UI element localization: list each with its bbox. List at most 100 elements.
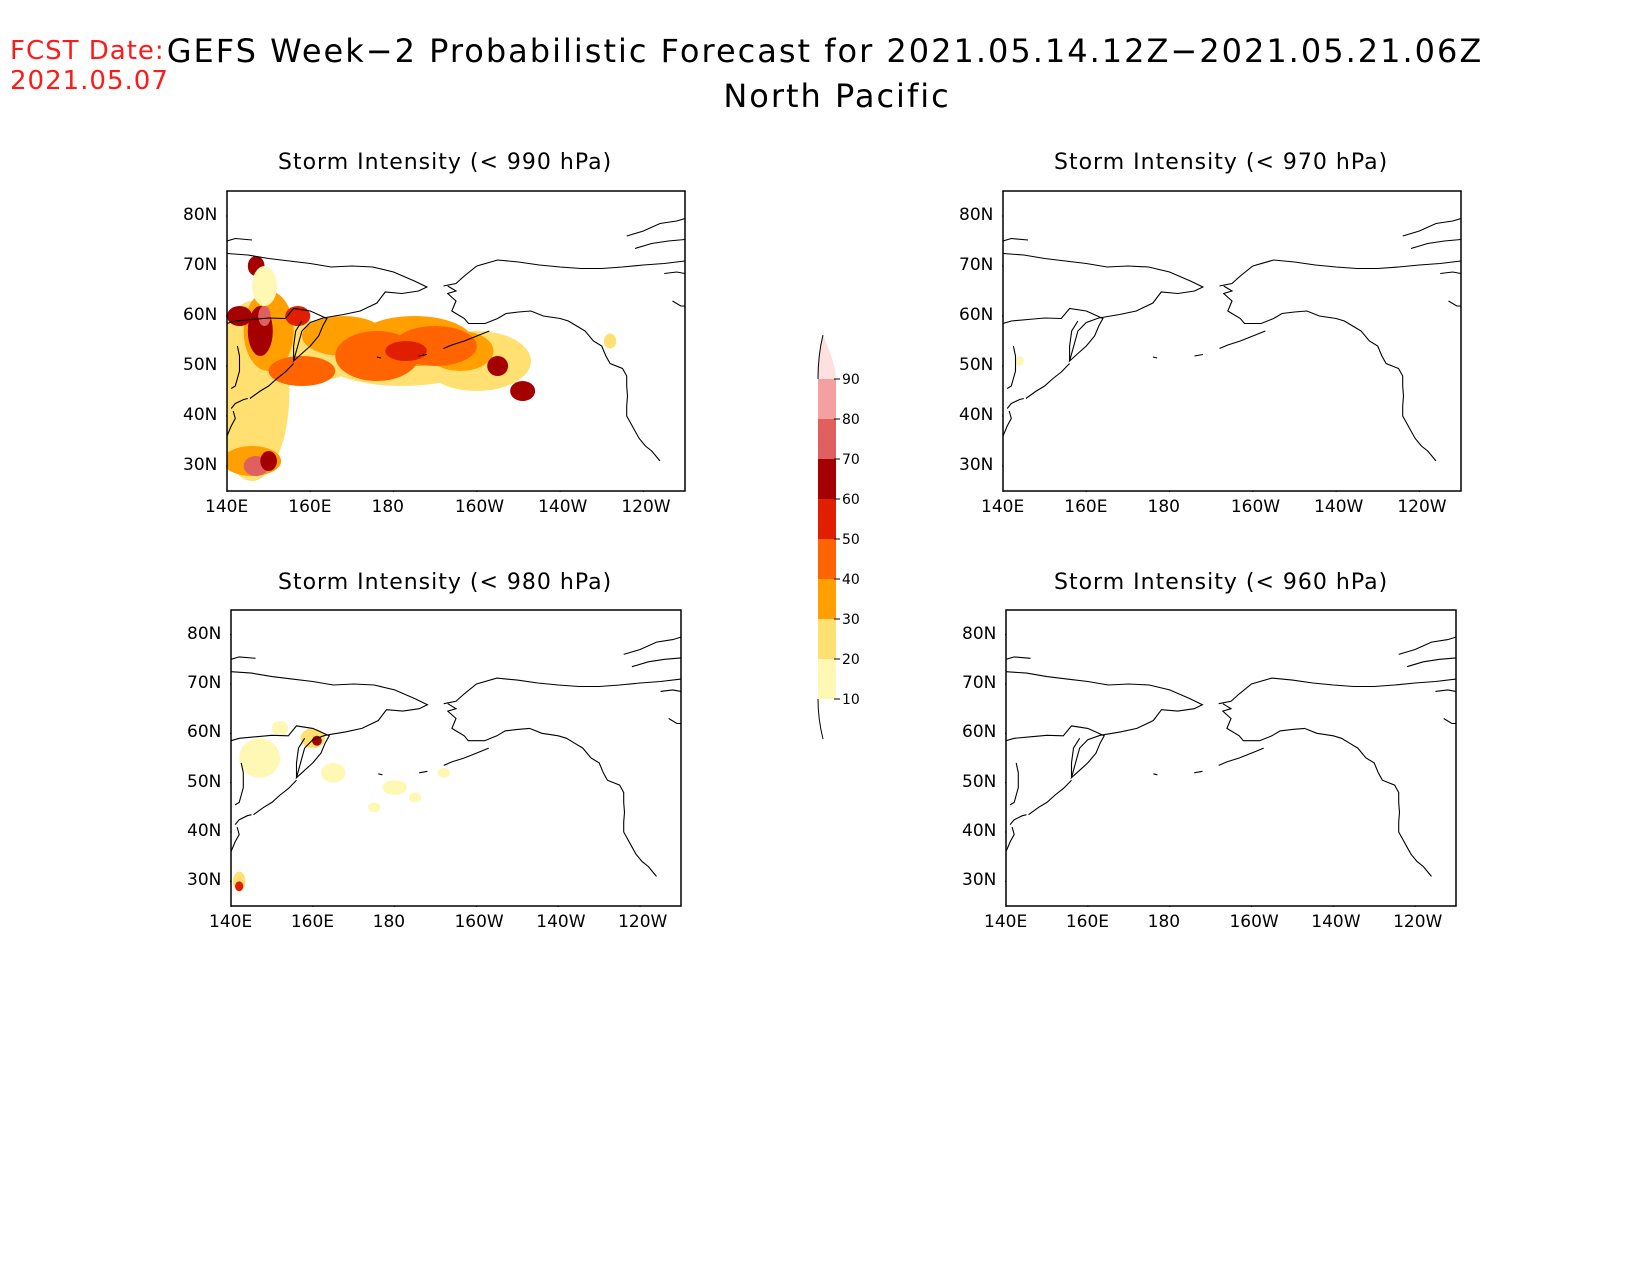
- main-title-text: GEFS Week−2 Probabilistic Forecast for 2…: [166, 32, 1484, 70]
- coastline: [1070, 738, 1081, 778]
- coastline: [1435, 689, 1456, 692]
- lon-label: 140W: [538, 497, 588, 517]
- coastline: [1219, 330, 1266, 350]
- lat-label: 80N: [187, 623, 222, 644]
- colorbar-swatch: [818, 539, 836, 579]
- coastline: [1003, 252, 1205, 363]
- coastline: [626, 217, 685, 237]
- coastline: [1069, 320, 1079, 361]
- probability-area: [239, 738, 281, 778]
- lat-label: 80N: [962, 623, 997, 644]
- colorbar-swatch: [818, 459, 836, 499]
- coastline: [660, 689, 681, 692]
- lon-label: 120W: [1393, 912, 1443, 932]
- colorbar-graphic: 90 80 70 60 50 40 30 20 10: [817, 334, 860, 740]
- lon-label: 180: [371, 497, 404, 517]
- colorbar-label: 70: [842, 452, 860, 468]
- coastline: [418, 353, 427, 357]
- panel-title-p990: Storm Intensity (< 990 hPa): [278, 150, 613, 175]
- lat-label: 60N: [962, 722, 997, 743]
- coastline: [234, 762, 244, 806]
- coastline: [443, 259, 685, 287]
- probability-area: [385, 341, 427, 361]
- lat-label: 40N: [183, 405, 218, 425]
- coastline: [1153, 773, 1158, 776]
- lon-label: 160E: [290, 912, 335, 932]
- lat-label: 70N: [183, 255, 218, 275]
- lat-label: 30N: [183, 455, 218, 475]
- coastline: [1003, 237, 1029, 242]
- colorbar-swatch: [818, 499, 836, 539]
- coastline: [1218, 747, 1264, 766]
- coastline: [634, 238, 685, 250]
- region-subtitle: North Pacific: [723, 77, 951, 115]
- lat-label: 40N: [962, 821, 997, 841]
- coastline: [1194, 353, 1203, 357]
- colorbar-label: 40: [842, 572, 860, 588]
- coastline: [1009, 762, 1019, 806]
- lat-label: 80N: [959, 205, 994, 225]
- probability-area: [368, 802, 381, 813]
- probability-area: [251, 266, 277, 306]
- coastline: [253, 779, 297, 816]
- lon-label: 120W: [618, 912, 668, 932]
- lat-label: 70N: [962, 673, 997, 693]
- lat-label: 30N: [959, 455, 994, 475]
- colorbar-label: 30: [842, 612, 860, 628]
- colorbar-swatch: [818, 419, 836, 459]
- lon-label: 120W: [1397, 497, 1447, 517]
- lon-label: 160W: [454, 497, 505, 517]
- lat-label: 80N: [183, 205, 218, 225]
- lat-label: 60N: [959, 305, 994, 325]
- lon-label: 160E: [288, 497, 332, 517]
- coastline: [231, 826, 240, 852]
- coastline: [1406, 657, 1456, 668]
- colorbar-swatch: [818, 579, 836, 619]
- coastline: [230, 345, 241, 389]
- map-p990: [226, 190, 686, 492]
- coastline: [1025, 363, 1070, 399]
- coastline: [1006, 345, 1017, 389]
- lon-label: 160W: [454, 912, 504, 932]
- lon-label: 160W: [1230, 497, 1281, 517]
- main-title: GEFS Week−2 Probabilistic Forecast for 2…: [0, 32, 1650, 70]
- coastline: [672, 300, 685, 307]
- colorbar-label: 80: [842, 412, 860, 428]
- probability-area: [258, 306, 271, 326]
- lon-label: 180: [1147, 497, 1180, 517]
- coastline: [227, 410, 236, 437]
- coastline: [231, 656, 256, 660]
- coastline: [234, 814, 252, 825]
- coastline: [1218, 677, 1456, 705]
- coastline: [446, 703, 657, 877]
- coastline: [1402, 217, 1461, 237]
- lat-label: 50N: [183, 355, 218, 375]
- map-p970: [1002, 190, 1462, 492]
- lon-label: 180: [1147, 912, 1181, 932]
- coastline: [378, 773, 383, 776]
- probability-area: [603, 333, 617, 349]
- probability-area: [437, 767, 450, 778]
- coastline: [443, 677, 681, 705]
- coastline: [1028, 779, 1072, 816]
- coastline: [1398, 636, 1456, 655]
- lon-label: 140W: [1314, 497, 1364, 517]
- coastline: [293, 320, 303, 361]
- forecast-date-label: FCST Date:: [10, 36, 165, 66]
- coastline: [1006, 671, 1204, 780]
- probability-area: [235, 881, 244, 892]
- panel-title-p980: Storm Intensity (< 980 hPa): [278, 570, 613, 595]
- lon-label: 140E: [205, 497, 249, 517]
- coastline: [231, 671, 429, 780]
- lat-label: 50N: [187, 771, 222, 792]
- coastline: [668, 718, 681, 725]
- probability-area: [312, 735, 322, 746]
- lon-label: 140W: [1311, 912, 1361, 932]
- map-frame: [1002, 190, 1462, 492]
- lon-label: 160W: [1229, 912, 1279, 932]
- map-frame: [230, 609, 682, 907]
- panel-title-p960: Storm Intensity (< 960 hPa): [1054, 570, 1389, 595]
- coastline: [1009, 814, 1027, 825]
- colorbar-swatch: [818, 659, 836, 699]
- colorbar-label: 20: [842, 652, 860, 668]
